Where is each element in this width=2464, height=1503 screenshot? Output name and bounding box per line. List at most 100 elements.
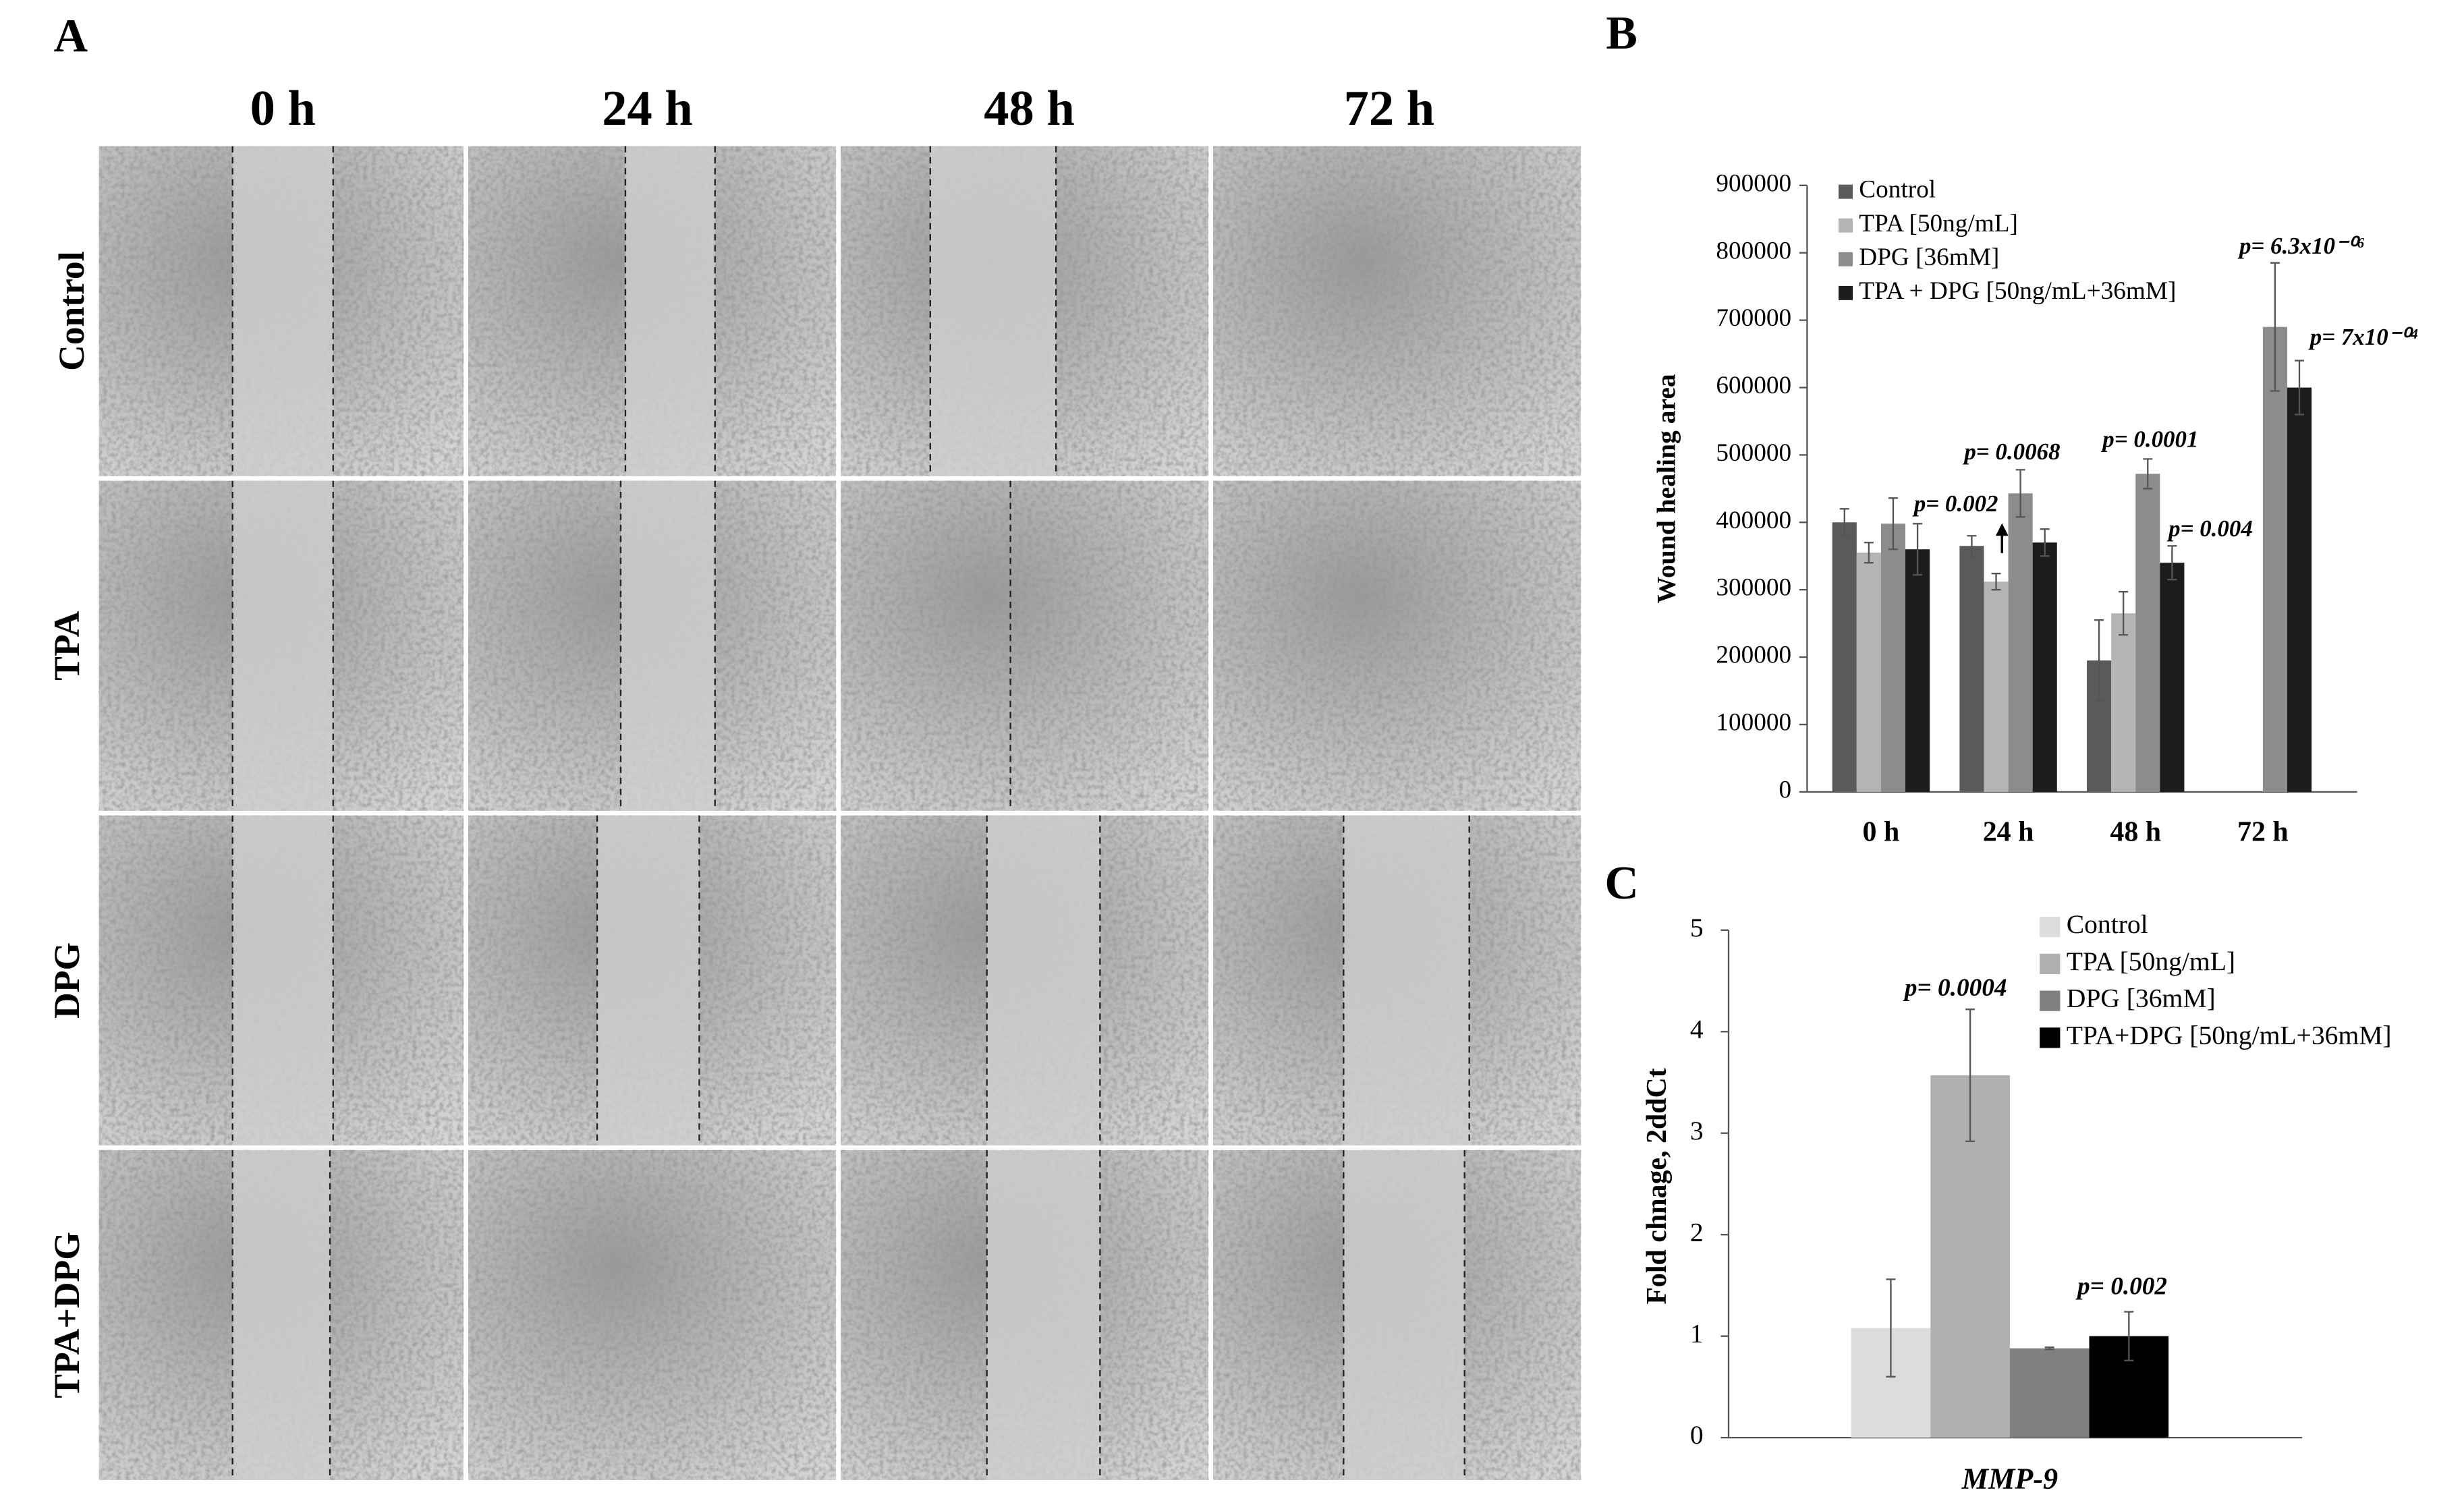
wound-gap xyxy=(620,480,715,811)
y-tick-label: 100000 xyxy=(1716,709,1791,737)
micrograph xyxy=(841,1150,1209,1480)
y-axis-label: Fold chnage, 2ddCt xyxy=(1642,1068,1673,1304)
cell-texture xyxy=(1213,480,1581,811)
wound-gap xyxy=(986,1150,1100,1480)
y-tick-label: 200000 xyxy=(1716,642,1791,669)
wound-gap xyxy=(232,815,333,1145)
legend-label: TPA+DPG [50ng/mL+36mM] xyxy=(2067,1020,2392,1050)
error-bar xyxy=(2270,262,2280,392)
error-bar xyxy=(2094,619,2104,702)
y-tick-label: 4 xyxy=(1690,1014,1704,1044)
row-label: DPG xyxy=(47,942,87,1019)
column-header: 72 h xyxy=(1344,81,1435,136)
error-bar xyxy=(2143,458,2153,490)
micrograph xyxy=(841,146,1209,476)
error-bar xyxy=(2167,545,2177,581)
cell-texture xyxy=(468,1150,837,1480)
error-bar xyxy=(1839,508,1849,537)
bar xyxy=(1905,549,1930,792)
y-tick-label: 5 xyxy=(1690,913,1704,942)
bar xyxy=(1856,552,1881,792)
micrograph xyxy=(468,146,837,476)
micrograph xyxy=(468,480,837,811)
y-tick-label: 800000 xyxy=(1716,237,1791,264)
legend-label: DPG [36mM] xyxy=(2067,984,2216,1013)
error-bar xyxy=(2040,528,2050,557)
column-header: 48 h xyxy=(984,81,1075,136)
error-bar xyxy=(1913,523,1923,576)
wound-gap xyxy=(232,1150,331,1480)
micrograph xyxy=(99,146,464,476)
error-bar xyxy=(2015,469,2025,518)
bar xyxy=(2262,327,2287,792)
legend-swatch xyxy=(2040,1027,2061,1048)
micrograph xyxy=(1213,815,1581,1145)
error-bar xyxy=(1864,542,1874,564)
bar xyxy=(2287,387,2312,792)
micrograph xyxy=(1213,480,1581,811)
row-label: TPA xyxy=(47,611,87,680)
micrograph xyxy=(99,480,464,811)
bar xyxy=(2160,563,2185,792)
wound-gap xyxy=(232,480,333,811)
annotation: p= 0.002 xyxy=(2075,1272,2167,1300)
legend-swatch xyxy=(1839,252,1853,266)
legend-swatch xyxy=(1839,285,1853,300)
annotation-arrowhead xyxy=(1995,523,2009,536)
micrograph xyxy=(468,1150,837,1480)
cell-texture xyxy=(841,480,1209,811)
annotation: p= 6.3x10⁻⁰⁶ xyxy=(2237,233,2365,259)
micrograph xyxy=(1213,1150,1581,1480)
error-bar xyxy=(1967,535,1977,557)
annotation: p= 7x10⁻⁰⁴ xyxy=(2308,324,2419,350)
legend-swatch xyxy=(2040,953,2061,975)
x-tick-label: 72 h xyxy=(2237,816,2289,847)
wound-gap xyxy=(986,815,1100,1145)
annotation: p= 0.0001 xyxy=(2100,426,2198,452)
wound-gap xyxy=(597,815,700,1145)
y-tick-label: 300000 xyxy=(1716,574,1791,602)
annotation: p= 0.0004 xyxy=(1903,974,2007,1002)
legend-label: DPG [36mM] xyxy=(1859,244,1999,271)
annotation: p= 0.002 xyxy=(1912,490,1998,517)
legend-swatch xyxy=(2040,990,2061,1011)
column-header: 0 h xyxy=(250,81,316,136)
error-bar xyxy=(2044,1346,2054,1351)
y-tick-label: 3 xyxy=(1690,1116,1704,1145)
legend-swatch xyxy=(1839,218,1853,233)
y-tick-label: 2 xyxy=(1690,1217,1704,1247)
bar xyxy=(1959,546,1984,792)
micrograph xyxy=(1213,146,1581,476)
error-bar xyxy=(1888,497,1898,550)
micrograph xyxy=(99,815,464,1145)
x-tick-label: 0 h xyxy=(1863,816,1900,847)
bar xyxy=(2135,474,2160,792)
legend-label: TPA [50ng/mL] xyxy=(2067,946,2235,976)
column-header: 24 h xyxy=(602,81,693,136)
y-tick-label: 400000 xyxy=(1716,507,1791,534)
wound-gap xyxy=(625,146,715,476)
wound-gap xyxy=(1343,1150,1465,1480)
y-tick-label: 1 xyxy=(1690,1319,1704,1349)
legend-label: Control xyxy=(1859,176,1936,204)
error-bar xyxy=(1965,1009,1976,1142)
y-tick-label: 600000 xyxy=(1716,372,1791,399)
y-tick-label: 700000 xyxy=(1716,304,1791,332)
error-bar xyxy=(1991,573,2001,591)
annotation: p= 0.004 xyxy=(2166,515,2253,542)
bar xyxy=(2032,542,2057,792)
error-bar xyxy=(2124,1311,2134,1361)
micrograph xyxy=(468,815,837,1145)
y-tick-label: 500000 xyxy=(1716,439,1791,467)
row-label: TPA+DPG xyxy=(47,1232,87,1398)
error-bar xyxy=(2295,360,2305,416)
legend-swatch xyxy=(1839,184,1853,199)
error-bar xyxy=(1886,1278,1896,1378)
wound-gap xyxy=(1343,815,1469,1145)
micrograph xyxy=(99,1150,464,1480)
x-tick-label: 24 h xyxy=(1983,816,2034,847)
bar xyxy=(1984,582,2009,792)
y-tick-label: 900000 xyxy=(1716,169,1791,197)
error-bar xyxy=(2119,591,2129,636)
